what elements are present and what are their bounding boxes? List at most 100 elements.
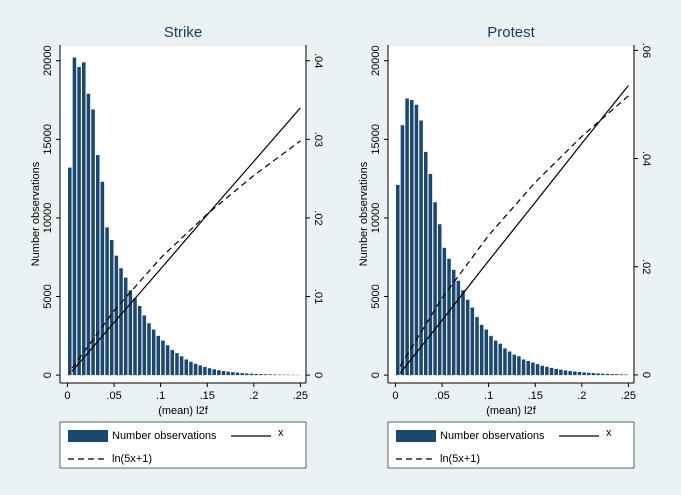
legend-swatch [68, 430, 108, 442]
histogram-bar [573, 371, 577, 376]
x-tick-label: .2 [577, 390, 586, 402]
histogram-bar [456, 280, 461, 376]
y2-tick-label: .04 [312, 53, 324, 68]
histogram-bar [95, 155, 100, 376]
histogram-bar [517, 356, 521, 376]
histogram-bar [133, 298, 137, 376]
y2-tick-label: .02 [312, 210, 324, 225]
histogram-bar [484, 329, 489, 376]
histogram-bar [396, 184, 400, 376]
histogram-bar [563, 370, 568, 376]
histogram-bar [100, 181, 105, 376]
histogram-bar [577, 371, 582, 376]
histogram-bar [203, 366, 207, 376]
histogram-bar [554, 368, 558, 376]
histogram-bar [414, 104, 419, 376]
x-tick-label: .15 [200, 390, 215, 402]
y-tick-label: 20000 [370, 45, 382, 76]
histogram-bar [568, 371, 572, 376]
histogram-bar [245, 373, 249, 376]
histogram-bar [221, 371, 226, 376]
histogram-bar [212, 369, 216, 376]
histogram-bar [400, 125, 405, 376]
histogram-bar [165, 345, 170, 376]
histogram-bar [610, 374, 614, 376]
y2-tick-label: .04 [640, 151, 652, 166]
histogram-bar [503, 348, 507, 376]
legend-box [387, 421, 635, 469]
histogram-bar [72, 57, 77, 376]
line-series [399, 85, 629, 374]
histogram-bar [240, 373, 244, 376]
histogram-bar [475, 316, 479, 376]
histogram-bar [198, 365, 203, 376]
histogram-bar [189, 361, 193, 376]
histogram-bar [128, 290, 133, 376]
histogram-bar [184, 359, 189, 376]
y-tick-label: 15000 [42, 124, 54, 155]
x-tick-label: 0 [64, 390, 70, 402]
histogram-bar [423, 151, 428, 376]
histogram-bar [235, 372, 240, 376]
y-tick-label: 5000 [42, 284, 54, 308]
histogram-bar [549, 367, 554, 376]
histogram-bar [86, 93, 91, 376]
histogram-bar [624, 374, 628, 376]
histogram-bar [170, 349, 175, 376]
histogram-bar [470, 307, 475, 376]
histogram-bar [77, 67, 81, 376]
histogram-bar [137, 305, 142, 376]
histogram-bar [175, 353, 179, 376]
histogram-bar [489, 335, 493, 376]
histogram-bar [540, 365, 544, 376]
histogram-bar [179, 356, 184, 376]
x-tick-label: .15 [528, 390, 543, 402]
histogram-bar [428, 173, 433, 376]
panel: Protest (mean) l2f Number observations 0 .05… [358, 24, 652, 469]
y-tick-label: 10000 [42, 203, 54, 234]
histogram-bar [151, 329, 156, 376]
y2-tick-label: .03 [312, 132, 324, 147]
histogram-bar [479, 324, 484, 376]
y-tick-label: 15000 [370, 124, 382, 155]
histogram-bar [193, 363, 198, 376]
x-tick-label: .2 [249, 390, 258, 402]
x-tick-label: 0 [392, 390, 398, 402]
chart-title: Protest [487, 24, 535, 41]
x-tick-label: .05 [106, 390, 121, 402]
histogram-bar [587, 372, 591, 376]
histogram-bar [147, 323, 151, 376]
histogram-bar [461, 290, 465, 376]
panel: Strike (mean) l2f Number observations 0 .05.… [30, 24, 324, 469]
legend-swatch [396, 430, 436, 442]
histogram-bar [259, 374, 263, 376]
x-tick-label: .05 [434, 390, 449, 402]
histogram-bar [405, 98, 409, 376]
histogram-bar [114, 255, 119, 376]
x-axis-label: (mean) l2f [158, 405, 208, 417]
histogram-bar [531, 362, 535, 376]
legend-label: Number observations [112, 430, 217, 442]
histogram-bar [437, 224, 442, 376]
x-tick-label: .25 [621, 390, 636, 402]
y-axis-label: Number observations [30, 161, 42, 266]
histogram-bar [156, 335, 161, 376]
histogram-bar [451, 269, 456, 376]
histogram-bar [277, 374, 282, 376]
histogram-bar [535, 364, 540, 376]
histogram-bar [254, 373, 258, 376]
histogram-bar [419, 120, 423, 376]
chart-title: Strike [164, 24, 202, 41]
histogram-bar [68, 167, 72, 376]
histogram-bar [226, 371, 230, 376]
legend-label: x [606, 427, 612, 439]
y-tick-label: 10000 [370, 203, 382, 234]
histogram-bar [105, 227, 109, 376]
x-axis-label: (mean) l2f [486, 405, 536, 417]
line-series [71, 107, 301, 372]
line-series [71, 140, 301, 369]
histogram-bar [582, 372, 586, 376]
histogram-bar [91, 109, 95, 376]
histogram-bar [526, 360, 531, 376]
y2-tick-label: .06 [640, 43, 652, 58]
